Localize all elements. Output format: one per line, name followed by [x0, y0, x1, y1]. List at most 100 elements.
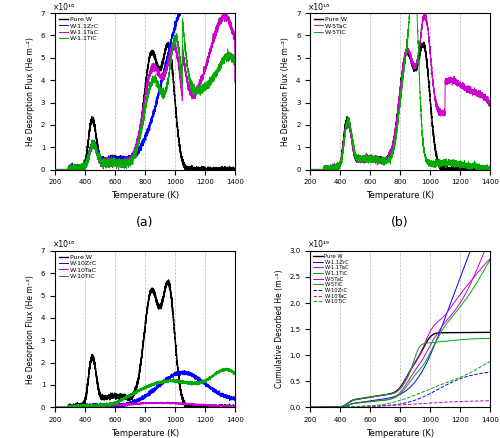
- W-5TiC: [392, 137, 398, 142]
- Pure W: [482, 165, 488, 170]
- W-1.1ZrC: [482, 207, 488, 212]
- W-5TaC: [482, 96, 488, 102]
- Pure W: [482, 330, 488, 335]
- Pure W: [218, 167, 224, 172]
- W-1.1TiC: [384, 397, 390, 403]
- W-10TiC: [138, 388, 143, 393]
- X-axis label: Temperature (K): Temperature (K): [111, 429, 179, 438]
- W-1.1TaC: [222, 9, 228, 14]
- Pure W: [226, 403, 232, 408]
- Y-axis label: Cumulative Desorbed He (m⁻²): Cumulative Desorbed He (m⁻²): [274, 270, 283, 389]
- W-5TaC: [384, 156, 390, 162]
- Pure W: [472, 167, 478, 172]
- W-10ZrC: [383, 403, 389, 408]
- Line: W-1.1TiC: W-1.1TiC: [310, 260, 490, 407]
- W-5TaC: [307, 167, 313, 172]
- W-5TaC: [487, 101, 493, 106]
- W-10TaC: [226, 403, 232, 409]
- Y-axis label: He Desorption Flux (He m⁻²): He Desorption Flux (He m⁻²): [26, 275, 35, 384]
- W-10ZrC: [384, 403, 390, 408]
- Pure W: [138, 127, 143, 132]
- W-10ZrC: [226, 395, 232, 400]
- W-1.1ZrC: [383, 396, 389, 401]
- W-5TiC: [383, 392, 389, 397]
- W-10ZrC: [472, 372, 478, 377]
- Pure W: [384, 392, 390, 397]
- Pure W: [384, 159, 390, 164]
- W-5TaC: [392, 389, 398, 395]
- Pure W: [129, 159, 135, 164]
- W-1.1ZrC: [128, 155, 134, 161]
- W-10TaC: [218, 403, 224, 408]
- Pure W: [383, 392, 389, 397]
- Line: Pure W: Pure W: [55, 42, 235, 170]
- W-10ZrC: [487, 369, 493, 374]
- W-1.1TaC: [182, 72, 188, 77]
- W-10TaC: [472, 399, 478, 404]
- W-1.1TiC: [392, 395, 398, 400]
- Line: W-1.1ZrC: W-1.1ZrC: [310, 192, 490, 407]
- W-5TiC: [438, 160, 444, 165]
- W-10TiC: [307, 405, 313, 410]
- W-1.1TaC: [438, 325, 444, 331]
- W-10ZrC: [438, 385, 444, 390]
- Line: W-10TaC: W-10TaC: [310, 401, 490, 407]
- W-10TiC: [182, 379, 188, 384]
- Pure W: [487, 330, 493, 335]
- X-axis label: Temperature (K): Temperature (K): [111, 191, 179, 200]
- W-5TaC: [472, 92, 478, 97]
- Line: W-10ZrC: W-10ZrC: [310, 372, 490, 407]
- Pure W: [128, 157, 134, 162]
- W-1.1TiC: [180, 16, 186, 21]
- Text: (a): (a): [136, 216, 154, 230]
- Line: W-10ZrC: W-10ZrC: [55, 371, 235, 407]
- W-10TaC: [52, 405, 58, 410]
- Pure W: [472, 330, 478, 335]
- W-10TiC: [383, 401, 389, 406]
- W-5TaC: [307, 405, 313, 410]
- W-1.1TaC: [218, 17, 224, 22]
- Text: (b): (b): [392, 216, 409, 230]
- Pure W: [52, 405, 58, 410]
- W-5TaC: [383, 159, 389, 165]
- Pure W: [166, 278, 172, 283]
- W-10TaC: [138, 401, 143, 406]
- W-1.1TaC: [52, 167, 58, 172]
- W-10TiC: [482, 362, 488, 367]
- W-1.1TiC: [383, 397, 389, 403]
- W-1.1TiC: [472, 282, 478, 287]
- W-1.1TaC: [307, 405, 313, 410]
- W-5TaC: [422, 10, 428, 15]
- Text: ×10¹⁹: ×10¹⁹: [308, 240, 330, 249]
- W-1.1ZrC: [52, 167, 58, 172]
- Line: W-10TaC: W-10TaC: [55, 402, 235, 407]
- Line: Pure W: Pure W: [310, 332, 490, 407]
- Pure W: [307, 167, 313, 172]
- W-5TiC: [384, 392, 390, 397]
- W-1.1TaC: [384, 397, 390, 403]
- W-5TiC: [307, 167, 313, 172]
- W-1.1TaC: [128, 160, 134, 166]
- W-1.1TiC: [52, 167, 58, 172]
- W-1.1TiC: [182, 49, 188, 54]
- Line: W-10TiC: W-10TiC: [310, 361, 490, 407]
- Pure W: [226, 165, 232, 170]
- W-1.1ZrC: [129, 155, 135, 161]
- Pure W: [232, 167, 238, 172]
- X-axis label: Temperature (K): Temperature (K): [366, 191, 434, 200]
- W-1.1TaC: [392, 394, 398, 399]
- W-10ZrC: [129, 400, 135, 406]
- Pure W: [232, 405, 238, 410]
- W-1.1TiC: [232, 62, 238, 67]
- Line: W-5TiC: W-5TiC: [310, 339, 490, 407]
- W-1.1ZrC: [487, 190, 493, 195]
- W-10TiC: [52, 405, 58, 410]
- W-10ZrC: [307, 405, 313, 410]
- Line: Pure W: Pure W: [55, 280, 235, 407]
- Pure W: [218, 405, 224, 410]
- W-1.1TiC: [226, 54, 232, 59]
- W-10ZrC: [218, 392, 224, 397]
- Text: ×10¹⁶: ×10¹⁶: [308, 3, 330, 11]
- W-10TaC: [482, 398, 488, 403]
- W-10TaC: [392, 403, 398, 408]
